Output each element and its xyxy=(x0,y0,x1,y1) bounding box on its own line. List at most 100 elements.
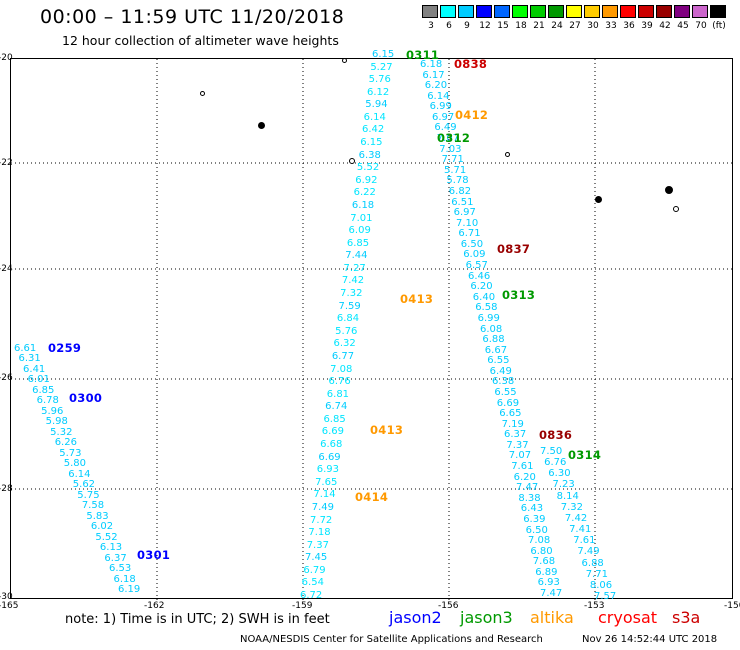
colorbar-swatch xyxy=(566,5,582,18)
colorbar-label: 6 xyxy=(446,21,452,31)
wave-height-label: 6.49 xyxy=(434,122,457,134)
wave-height-label: 6.81 xyxy=(326,388,350,400)
colorbar-label: 27 xyxy=(569,21,581,31)
wave-height-label: 6.68 xyxy=(320,439,343,451)
wave-height-label: 6.43 xyxy=(520,503,544,515)
wave-height-label: 6.89 xyxy=(535,566,558,578)
pass-time-label: 0837 xyxy=(497,242,531,256)
wave-height-label: 6.71 xyxy=(458,228,481,240)
wave-height-label: 7.14 xyxy=(313,489,336,501)
wave-height-label: 6.15 xyxy=(360,137,383,149)
wave-height-label: 7.47 xyxy=(516,482,539,494)
wave-height-label: 5.71 xyxy=(444,164,467,176)
wave-height-label: 5.52 xyxy=(356,162,380,174)
colorbar-swatch xyxy=(692,5,708,18)
wave-height-label: 6.97 xyxy=(432,111,455,123)
wave-height-label: 7.37 xyxy=(506,439,529,451)
x-tick-label: -150 xyxy=(724,601,740,611)
map-plot-area xyxy=(10,58,734,600)
wave-height-label: 5.62 xyxy=(72,479,96,491)
colorbar-label: 12 xyxy=(479,21,491,31)
pass-time-label: 0413 xyxy=(400,292,434,306)
wave-height-label: 7.18 xyxy=(308,527,331,539)
wave-height-label: 6.92 xyxy=(355,174,378,186)
wave-height-label: 6.09 xyxy=(348,225,371,237)
wave-height-label: 6.19 xyxy=(118,584,141,595)
colorbar-label: 39 xyxy=(641,21,653,31)
wave-height-label: 6.38 xyxy=(358,149,381,161)
wave-height-label: 6.31 xyxy=(18,353,41,365)
wave-height-label: 6.20 xyxy=(470,281,493,293)
wave-height-label: 6.17 xyxy=(422,69,445,81)
wave-height-label: 7.08 xyxy=(528,535,551,547)
colorbar-swatch xyxy=(674,5,690,18)
wave-height-label: 6.26 xyxy=(54,437,77,449)
colorbar-swatch xyxy=(710,5,726,18)
x-tick-label: -153 xyxy=(584,601,605,611)
wave-height-label: 7.72 xyxy=(310,514,333,526)
wave-height-label: 7.27 xyxy=(343,262,366,274)
y-tick-label: -24 xyxy=(0,264,13,274)
wave-height-label: 7.47 xyxy=(540,588,563,599)
wave-height-label: 6.55 xyxy=(487,355,510,367)
wave-height-label: 6.99 xyxy=(477,312,500,324)
pass-time-label: 0259 xyxy=(48,341,82,355)
wave-height-label: 7.58 xyxy=(81,500,105,512)
wave-height-label: 6.82 xyxy=(448,185,472,197)
x-tick-label: -156 xyxy=(438,601,459,611)
footnote: note: 1) Time is in UTC; 2) SWH is in fe… xyxy=(65,612,330,627)
wave-height-label: 7.49 xyxy=(577,546,600,558)
wave-height-label: 6.74 xyxy=(325,401,348,413)
wave-height-label: 6.76 xyxy=(328,376,351,388)
map-title: 00:00 – 11:59 UTC 11/20/2018 xyxy=(40,6,345,28)
pass-time-label: 0413 xyxy=(370,423,404,437)
wave-height-label: 6.14 xyxy=(427,90,450,102)
map-subtitle: 12 hour collection of altimeter wave hei… xyxy=(62,33,339,48)
colorbar-swatch xyxy=(620,5,636,18)
pass-time-label: 0313 xyxy=(502,288,536,302)
pass-time-label: 0301 xyxy=(137,548,171,562)
pass-time-label: 0300 xyxy=(69,391,103,405)
wave-height-label: 6.99 xyxy=(429,101,452,113)
wave-height-label: 7.08 xyxy=(330,363,353,375)
pass-time-label: 0412 xyxy=(455,108,489,122)
wave-height-label: 6.51 xyxy=(451,196,474,208)
wave-height-label: 6.32 xyxy=(333,338,356,350)
colorbar-swatch xyxy=(512,5,528,18)
wave-height-label: 7.41 xyxy=(569,524,592,536)
wave-height-label: 7.32 xyxy=(340,288,363,300)
wave-height-label: 8.06 xyxy=(589,579,613,591)
wave-height-label: 5.78 xyxy=(446,175,469,187)
wave-height-label: 7.42 xyxy=(341,275,365,287)
wave-height-label: 6.97 xyxy=(453,207,476,219)
pass-time-label: 0838 xyxy=(454,57,488,71)
wave-height-label: 5.94 xyxy=(365,99,388,111)
colorbar-label: 24 xyxy=(551,21,563,31)
colorbar-label: 36 xyxy=(623,21,635,31)
colorbar-swatch xyxy=(638,5,654,18)
map-grid xyxy=(11,59,734,600)
wave-height-label: 5.32 xyxy=(50,426,73,438)
colorbar-swatch xyxy=(530,5,546,18)
wave-height-label: 6.61 xyxy=(14,343,37,354)
wave-height-label: 6.76 xyxy=(544,457,567,469)
legend-item-altika: altika xyxy=(530,608,574,627)
pass-time-label: 0314 xyxy=(568,448,602,462)
legend-item-jason3: jason3 xyxy=(460,608,513,627)
colorbar-label: 9 xyxy=(464,21,470,31)
wave-height-label: 6.41 xyxy=(23,363,46,375)
wave-height-label: 6.53 xyxy=(108,563,132,575)
wave-height-label: 5.96 xyxy=(41,405,64,417)
wave-height-label: 6.88 xyxy=(581,557,604,569)
wave-height-label: 6.18 xyxy=(351,199,375,211)
wave-height-label: 6.85 xyxy=(323,413,346,425)
wave-height-label: 6.22 xyxy=(353,187,376,199)
wave-height-label: 7.61 xyxy=(573,535,596,547)
legend-item-cryosat: cryosat xyxy=(598,608,658,627)
wave-height-label: 6.78 xyxy=(36,395,59,407)
wave-height-label: 6.79 xyxy=(303,564,326,576)
wave-height-label: 6.93 xyxy=(316,464,339,476)
wave-height-label: 7.71 xyxy=(441,154,464,166)
colorbar-label: 70 xyxy=(695,21,707,31)
wave-height-label: 6.18 xyxy=(420,59,443,70)
